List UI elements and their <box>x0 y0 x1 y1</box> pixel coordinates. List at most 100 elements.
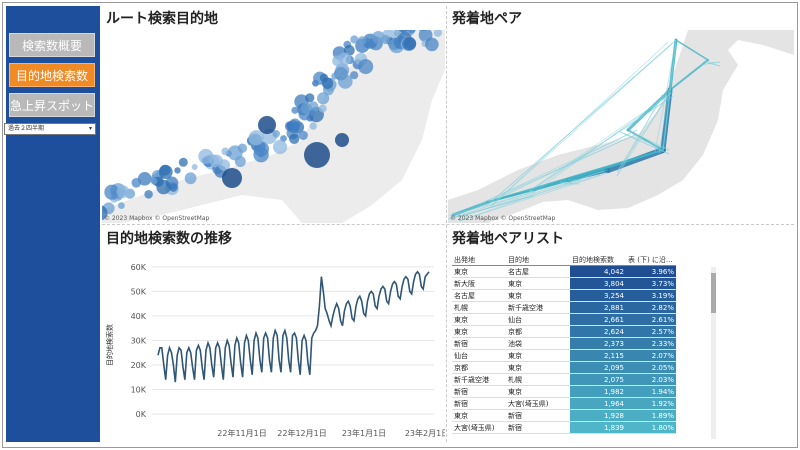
origin-cell: 新宿 <box>452 385 506 398</box>
share-cell: 1.94% <box>626 385 676 398</box>
route-line <box>487 169 609 203</box>
map-dot <box>150 177 158 185</box>
table-row[interactable]: 新大阪 東京 3,804 3.73% <box>452 277 676 290</box>
table-row[interactable]: 新宿 東京 1,982 1.94% <box>452 385 676 398</box>
column-header-count[interactable]: 目的地検索数 <box>570 255 626 266</box>
route-line <box>623 133 670 155</box>
pair-map[interactable]: © 2023 Mapbox © OpenStreetMap <box>448 30 794 223</box>
share-cell: 2.05% <box>626 361 676 374</box>
route-dots <box>102 30 442 221</box>
route-line <box>448 191 534 217</box>
map-dot <box>291 106 299 114</box>
route-line <box>458 172 609 222</box>
destination-cell: 東京 <box>506 385 570 398</box>
nav-button-trending-spots[interactable]: 急上昇スポット <box>9 93 95 117</box>
count-cell: 3,804 <box>570 277 626 290</box>
map-hub-dot <box>335 133 349 147</box>
share-cell: 1.89% <box>626 409 676 422</box>
route-line <box>528 95 674 192</box>
pair-lines <box>448 38 721 222</box>
destination-cell: 東京 <box>506 277 570 290</box>
table-row[interactable]: 大宮(埼玉県) 新宿 1,839 1.80% <box>452 421 676 434</box>
map-dot <box>350 71 359 80</box>
destination-cell: 池袋 <box>506 337 570 350</box>
route-map-attribution: © 2023 Mapbox © OpenStreetMap <box>104 215 210 222</box>
count-cell: 1,928 <box>570 409 626 422</box>
table-row[interactable]: 新宿 大宮(埼玉県) 1,964 1.92% <box>452 397 676 410</box>
map-dot <box>178 157 188 167</box>
y-tick-label: 30K <box>131 336 147 345</box>
destination-cell: 名古屋 <box>506 265 570 278</box>
map-dot <box>338 74 353 89</box>
period-dropdown-value: 過去２四半期 <box>8 125 45 132</box>
destination-cell: 大宮(埼玉県) <box>506 397 570 410</box>
destination-cell: 東京 <box>506 361 570 374</box>
map-dot <box>286 120 300 134</box>
share-cell: 1.80% <box>626 421 676 434</box>
table-row[interactable]: 新宿 池袋 2,373 2.33% <box>452 337 676 350</box>
table-row[interactable]: 新千歳空港 札幌 2,075 2.03% <box>452 373 676 386</box>
destination-cell: 東京 <box>506 289 570 302</box>
map-dot <box>218 159 230 171</box>
chevron-down-icon[interactable]: ▾ <box>88 125 92 132</box>
map-dot <box>331 72 339 80</box>
y-tick-label: 40K <box>131 312 147 321</box>
trend-panel: 目的地検索数の推移 目的地検索数 60K 50K 40K 30K 20K 10K 0K 22… <box>102 226 445 442</box>
count-cell: 1,982 <box>570 385 626 398</box>
pair-list-scrollbar[interactable] <box>711 267 716 439</box>
route-line <box>448 191 534 220</box>
map-dot <box>425 37 439 52</box>
column-header-share[interactable]: 表 (下) に沿... <box>626 255 676 266</box>
map-dot <box>104 184 120 200</box>
table-row[interactable]: 仙台 東京 2,115 2.07% <box>452 349 676 362</box>
nav-button-destination-search[interactable]: 目的地検索数 <box>9 63 95 87</box>
column-header-origin[interactable]: 出発地 <box>452 255 506 266</box>
table-row[interactable]: 東京 新宿 1,928 1.89% <box>452 409 676 422</box>
trend-title: 目的地検索数の推移 <box>106 231 232 247</box>
map-dot <box>273 139 288 155</box>
count-cell: 2,095 <box>570 361 626 374</box>
map-dot <box>335 63 350 78</box>
map-dot <box>420 30 426 31</box>
column-header-destination[interactable]: 目的地 <box>506 255 570 266</box>
route-line <box>627 129 670 151</box>
scrollbar-thumb[interactable] <box>711 273 716 313</box>
period-dropdown[interactable]: 過去２四半期 ▾ <box>4 123 96 135</box>
map-dot <box>184 172 197 185</box>
map-dot <box>350 35 359 44</box>
map-dot <box>158 165 173 179</box>
table-row[interactable]: 名古屋 東京 3,254 3.19% <box>452 289 676 302</box>
route-line <box>627 129 664 151</box>
route-line <box>658 43 677 155</box>
map-dot <box>289 133 300 144</box>
route-line <box>654 39 677 153</box>
origin-cell: 新千歳空港 <box>452 373 506 386</box>
map-dot <box>191 164 198 170</box>
table-row[interactable]: 京都 東京 2,095 2.05% <box>452 361 676 374</box>
table-row[interactable]: 東京 京都 2,624 2.57% <box>452 325 676 338</box>
map-dot <box>358 59 374 75</box>
map-dot <box>380 34 391 45</box>
trend-chart[interactable]: 目的地検索数 60K 50K 40K 30K 20K 10K 0K 22年11月1日 22年1… <box>102 250 445 442</box>
share-cell: 2.82% <box>626 301 676 314</box>
route-map[interactable]: © 2023 Mapbox © OpenStreetMap <box>102 30 445 223</box>
route-line <box>675 39 709 61</box>
table-row[interactable]: 東京 名古屋 4,042 3.96% <box>452 265 676 278</box>
map-dot <box>317 92 330 105</box>
count-cell: 2,115 <box>570 349 626 362</box>
route-line <box>532 149 664 191</box>
table-row[interactable]: 札幌 新千歳空港 2,881 2.82% <box>452 301 676 314</box>
map-hub-dot <box>222 168 242 188</box>
nav-button-search-overview[interactable]: 検索数概要 <box>9 33 95 57</box>
table-row[interactable]: 東京 仙台 2,661 2.61% <box>452 313 676 326</box>
panel-divider-horizontal <box>102 224 794 225</box>
map-dot <box>198 148 214 164</box>
map-dot <box>156 179 171 195</box>
map-dot <box>319 73 329 82</box>
y-tick-label: 0K <box>136 410 147 419</box>
origin-cell: 東京 <box>452 265 506 278</box>
count-cell: 2,624 <box>570 325 626 338</box>
destination-cell: 仙台 <box>506 313 570 326</box>
share-cell: 1.92% <box>626 397 676 410</box>
map-dot <box>398 30 409 33</box>
